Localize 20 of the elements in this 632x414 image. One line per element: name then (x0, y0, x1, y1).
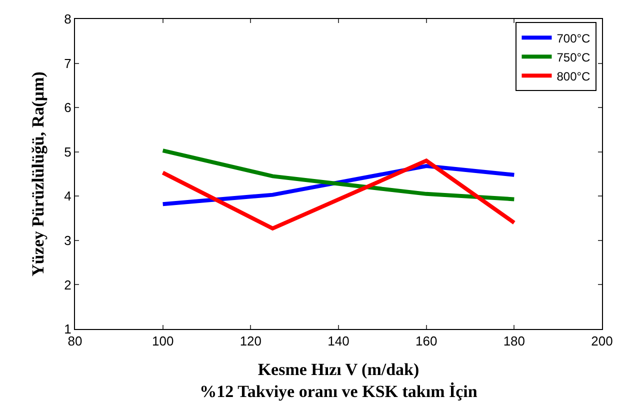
y-axis-title: Yüzey Pürüzlülüğü, Ra(µm) (28, 72, 48, 276)
x-tick-label: 100 (152, 334, 174, 349)
x-tick-label: 120 (240, 334, 262, 349)
x-tick-label: 180 (503, 334, 526, 349)
y-tick-label: 2 (64, 277, 72, 292)
y-tick-label: 3 (64, 232, 72, 248)
x-tick-label: 160 (415, 334, 438, 349)
line-series (160, 158, 516, 230)
legend-label: 800°C (556, 69, 591, 84)
x-tick-label: 140 (328, 334, 350, 349)
y-tick-label: 8 (64, 12, 72, 27)
line-series (160, 148, 516, 202)
y-tick-label: 5 (64, 144, 72, 160)
y-tick-label: 4 (64, 188, 72, 204)
x-tick-label: 200 (591, 334, 613, 349)
x-axis-title: Kesme Hızı V (m/dak) %12 Takviye oranı ve KSK takım İçin (200, 360, 478, 402)
y-tick-label: 6 (64, 100, 72, 116)
legend-label: 700°C (556, 31, 591, 46)
y-tick-label: 7 (64, 56, 72, 71)
legend-label: 750°C (556, 50, 591, 64)
